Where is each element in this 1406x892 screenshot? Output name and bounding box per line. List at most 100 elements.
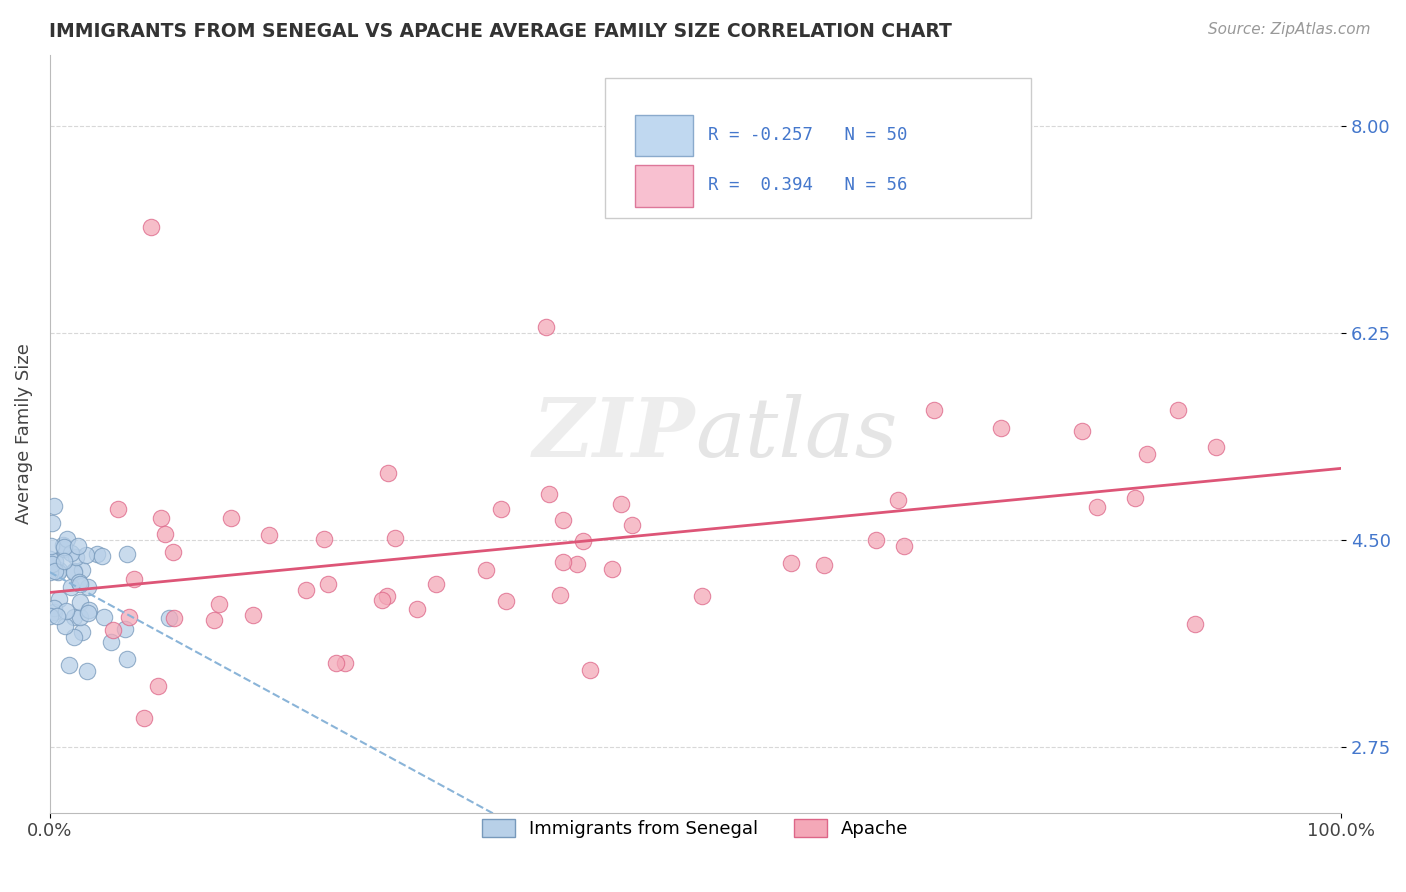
Text: R =  0.394   N = 56: R = 0.394 N = 56 [709, 177, 908, 194]
Point [1184, 617, 1206, 632]
Point [45, 609, 67, 624]
Point [76, 664, 98, 678]
Point [257, 527, 280, 541]
Point [91, 549, 114, 563]
Point [114, 623, 136, 637]
Point [149, 511, 172, 525]
Point [100, 635, 122, 649]
Point [42, 600, 65, 615]
Bar [634, 165, 693, 207]
Point [93, 610, 115, 624]
Point [990, 421, 1012, 435]
Point [39, 608, 62, 623]
Point [316, 577, 339, 591]
Point [153, 527, 176, 541]
Point [44, 565, 66, 579]
Point [117, 547, 139, 561]
Point [1125, 491, 1147, 505]
Point [101, 623, 124, 637]
Point [1136, 447, 1159, 461]
Point [70, 563, 93, 577]
Point [44, 499, 66, 513]
Text: R = -0.257   N = 50: R = -0.257 N = 50 [709, 126, 908, 144]
Point [295, 583, 318, 598]
Point [1070, 424, 1092, 438]
Point [1205, 440, 1227, 454]
Point [63, 565, 86, 579]
Point [55, 619, 77, 633]
Point [44, 554, 66, 568]
Point [67, 575, 90, 590]
Y-axis label: Average Family Size: Average Family Size [15, 343, 32, 524]
Text: ZIP: ZIP [533, 394, 696, 474]
Point [572, 533, 595, 548]
Legend: Immigrants from Senegal, Apache: Immigrants from Senegal, Apache [475, 812, 915, 846]
Point [534, 320, 557, 334]
Point [79, 603, 101, 617]
Point [621, 517, 644, 532]
Point [548, 588, 571, 602]
Point [690, 590, 713, 604]
Point [59, 546, 82, 560]
Point [53, 540, 76, 554]
Point [41, 516, 63, 530]
Point [579, 663, 602, 677]
Point [1167, 402, 1189, 417]
Point [551, 513, 574, 527]
Point [62, 631, 84, 645]
Text: IMMIGRANTS FROM SENEGAL VS APACHE AVERAGE FAMILY SIZE CORRELATION CHART: IMMIGRANTS FROM SENEGAL VS APACHE AVERAG… [49, 22, 952, 41]
Point [41, 557, 63, 571]
Point [48, 563, 70, 577]
Point [70, 624, 93, 639]
Point [162, 545, 184, 559]
Point [65, 550, 87, 565]
Point [384, 531, 406, 545]
Point [489, 502, 512, 516]
Point [565, 557, 588, 571]
Point [134, 711, 156, 725]
Point [39, 565, 62, 579]
Point [405, 602, 427, 616]
Point [75, 548, 97, 562]
Point [69, 595, 91, 609]
Point [44, 605, 66, 619]
Point [371, 593, 394, 607]
Point [325, 656, 347, 670]
Point [146, 679, 169, 693]
Point [56, 532, 79, 546]
Point [163, 611, 186, 625]
Point [67, 539, 90, 553]
Text: Source: ZipAtlas.com: Source: ZipAtlas.com [1208, 22, 1371, 37]
Point [375, 589, 398, 603]
Point [117, 652, 139, 666]
Point [887, 493, 910, 508]
Point [63, 564, 86, 578]
Point [219, 511, 242, 525]
Point [312, 532, 335, 546]
Point [39, 539, 62, 553]
Point [124, 573, 146, 587]
Bar [634, 114, 693, 156]
Point [48, 591, 70, 606]
Point [63, 609, 86, 624]
Point [922, 403, 945, 417]
Point [58, 658, 80, 673]
Point [780, 556, 803, 570]
FancyBboxPatch shape [605, 78, 1031, 218]
Point [46, 565, 69, 579]
Point [242, 607, 264, 622]
Point [38, 552, 60, 566]
Point [600, 562, 623, 576]
Point [53, 542, 76, 557]
Point [86, 547, 108, 561]
Point [208, 597, 231, 611]
Point [107, 501, 129, 516]
Point [69, 576, 91, 591]
Point [551, 555, 574, 569]
Point [52, 554, 75, 568]
Point [537, 487, 560, 501]
Point [377, 467, 399, 481]
Point [495, 593, 517, 607]
Text: atlas: atlas [696, 394, 897, 474]
Point [118, 610, 141, 624]
